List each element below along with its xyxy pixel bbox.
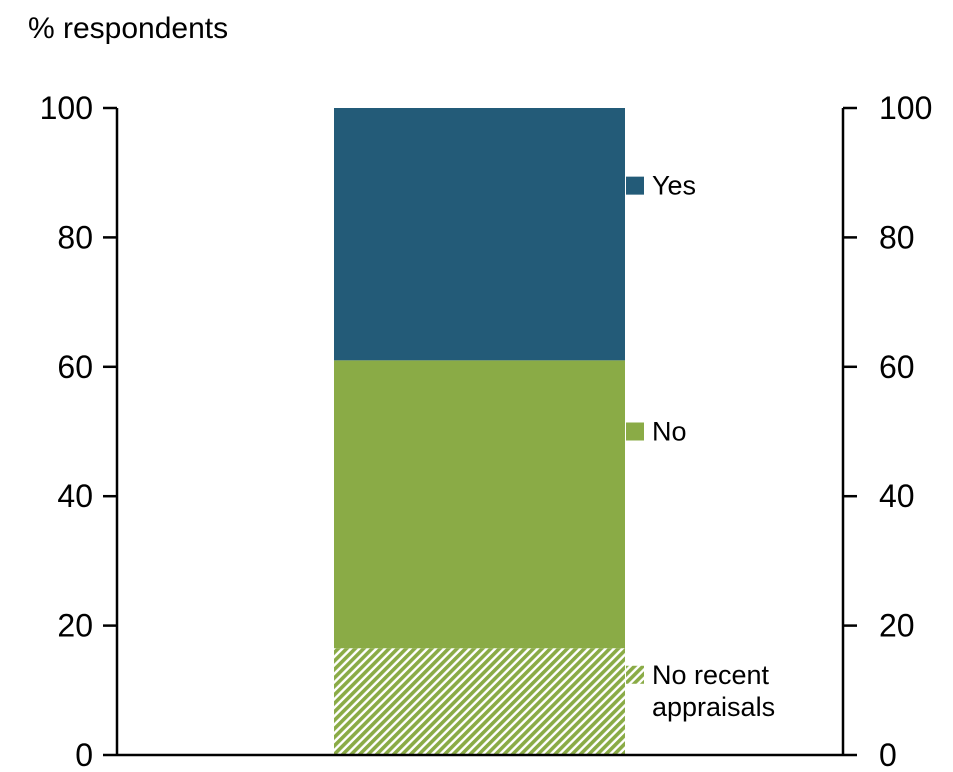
right-axis-ticks: 0 20 40 60 80 100 [843, 90, 932, 772]
right-tick-label: 40 [879, 478, 915, 514]
legend-label: No [652, 417, 687, 447]
legend-label: Yes [652, 171, 696, 201]
left-tick-label: 100 [40, 90, 93, 126]
legend-swatch-no [626, 422, 644, 441]
right-tick-label: 0 [879, 737, 897, 772]
y-axis-label: % respondents [28, 12, 228, 45]
bar-segment-no [334, 360, 625, 649]
right-tick-label: 100 [879, 90, 932, 126]
left-axis-ticks: 0 20 40 60 80 100 [40, 90, 117, 772]
left-tick-label: 60 [57, 349, 93, 385]
right-tick-label: 80 [879, 219, 915, 255]
legend: Yes No No recent appraisals [626, 171, 775, 722]
axes [103, 108, 857, 757]
legend-swatch-yes [626, 176, 644, 195]
left-tick-label: 80 [57, 219, 93, 255]
legend-label: No recent appraisals [652, 660, 775, 722]
left-tick-label: 40 [57, 478, 93, 514]
bar-segment-no-recent-appraisals [334, 648, 625, 755]
left-tick-label: 0 [75, 737, 93, 772]
right-tick-label: 60 [879, 349, 915, 385]
left-tick-label: 20 [57, 608, 93, 644]
right-tick-label: 20 [879, 608, 915, 644]
bar-segment-yes [334, 108, 625, 361]
bar-segments [334, 108, 625, 755]
legend-swatch-no-recent-appraisals [626, 665, 644, 684]
